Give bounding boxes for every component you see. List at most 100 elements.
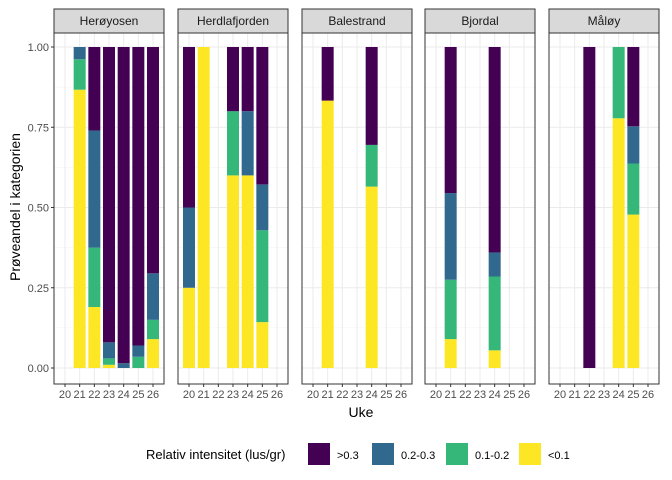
legend-title: Relativ intensitet (lus/gr) <box>146 447 285 462</box>
bar-segment-week25-03 <box>627 47 640 127</box>
x-tick-label: 25 <box>627 389 639 401</box>
bar-segment-week24-0203 <box>117 363 130 368</box>
facet-strip-label: Herdlafjorden <box>197 14 269 28</box>
x-tick-label: 22 <box>459 389 471 401</box>
bar-segment-week24-03 <box>117 47 130 364</box>
legend-label: >0.3 <box>337 450 359 462</box>
y-tick-label: 0.25 <box>28 283 49 295</box>
y-tick-label: 1.00 <box>28 42 49 54</box>
facet-strip-label: Bjordal <box>461 14 498 28</box>
legend-swatch <box>372 443 394 465</box>
bar-segment-week24-0102 <box>365 144 378 187</box>
x-tick-label: 20 <box>183 389 195 401</box>
bar-segment-week21-01 <box>321 100 334 369</box>
facet-strip <box>301 8 413 34</box>
x-tick-label: 22 <box>336 389 348 401</box>
panel-1: Herdlafjorden 20 21 22 23 24 25 26 <box>177 8 289 401</box>
x-tick-label: 23 <box>227 389 239 401</box>
bar-segment-week21-0203 <box>444 193 457 280</box>
bar-segment-week24-01 <box>488 350 501 368</box>
bar-segment-week20-01 <box>183 287 195 368</box>
bar-segment-week23-0102 <box>103 358 115 365</box>
x-tick-label: 22 <box>88 389 100 401</box>
x-tick-label: 26 <box>147 389 159 401</box>
bar-segment-week22-0102 <box>88 247 101 308</box>
legend-swatch <box>446 443 468 465</box>
y-tick-label: 0.00 <box>28 363 49 375</box>
x-axis-title: Uke <box>349 404 374 420</box>
bar-segment-week21-01 <box>444 339 457 368</box>
bar-segment-week25-03 <box>132 47 145 346</box>
legend-label: 0.1-0.2 <box>475 450 509 462</box>
x-tick-label: 25 <box>132 389 144 401</box>
x-tick-label: 23 <box>474 389 486 401</box>
x-tick-label: 24 <box>366 389 378 401</box>
x-tick-label: 21 <box>74 389 86 401</box>
x-tick-label: 23 <box>351 389 363 401</box>
bar-segment-week25-0203 <box>256 184 269 231</box>
x-tick-label: 25 <box>380 389 392 401</box>
x-tick-label: 26 <box>271 389 283 401</box>
x-tick-label: 20 <box>307 389 319 401</box>
panel-4: Måløy 20 21 22 23 24 25 26 <box>548 8 660 401</box>
bar-segment-week25-0102 <box>256 230 269 323</box>
bar-segment-week23-0102 <box>227 111 239 176</box>
bar-segment-week25-01 <box>256 322 269 368</box>
panel-2: Balestrand 20 21 22 23 24 25 26 <box>301 8 413 401</box>
x-tick-label: 22 <box>583 389 595 401</box>
legend-swatch <box>519 443 541 465</box>
bar-segment-week23-03 <box>227 47 239 112</box>
bar-segment-week26-0203 <box>147 273 159 320</box>
legend: Relativ intensitet (lus/gr) >0.3 0.2-0.3 0… <box>146 443 570 465</box>
legend-label: 0.2-0.3 <box>401 450 435 462</box>
bar-segment-week24-03 <box>365 47 378 145</box>
bar-segment-week21-03 <box>321 47 334 101</box>
x-tick-label: 26 <box>518 389 530 401</box>
x-tick-label: 21 <box>198 389 210 401</box>
y-tick-label: 0.50 <box>28 203 49 215</box>
panel-0: Herøyosen 20 21 22 23 24 25 26 <box>53 8 165 401</box>
x-tick-label: 23 <box>598 389 610 401</box>
x-tick-label: 25 <box>256 389 268 401</box>
x-tick-label: 22 <box>212 389 224 401</box>
bar-segment-week21-03 <box>444 47 457 194</box>
bar-segment-week24-03 <box>241 47 254 112</box>
x-tick-label: 24 <box>489 389 501 401</box>
x-tick-label: 21 <box>322 389 334 401</box>
bar-segment-week21-01 <box>197 47 210 368</box>
x-tick-label: 26 <box>395 389 407 401</box>
bar-segment-week23-01 <box>227 175 239 368</box>
x-tick-label: 20 <box>430 389 442 401</box>
bar-segment-week22-03 <box>88 47 101 131</box>
x-tick-label: 24 <box>118 389 130 401</box>
x-tick-label: 23 <box>103 389 115 401</box>
bar-segment-week24-0102 <box>612 47 625 119</box>
bar-segment-week21-01 <box>73 89 86 369</box>
bar-segment-week24-01 <box>365 186 378 368</box>
legend-label: <0.1 <box>548 450 570 462</box>
bar-segment-week23-01 <box>103 364 115 368</box>
legend-swatch <box>308 443 330 465</box>
bar-segment-week22-0203 <box>88 130 101 248</box>
x-tick-label: 25 <box>503 389 515 401</box>
facet-strip-label: Herøyosen <box>80 14 139 28</box>
bar-segment-week21-0102 <box>73 59 86 90</box>
x-tick-label: 24 <box>242 389 254 401</box>
bar-segment-week24-01 <box>612 118 625 369</box>
bar-segment-week23-03 <box>103 47 115 343</box>
bar-segment-week24-0102 <box>488 276 501 351</box>
bar-segment-week25-01 <box>627 214 640 368</box>
x-tick-label: 21 <box>569 389 581 401</box>
bar-segment-week23-0203 <box>103 342 115 359</box>
x-tick-label: 24 <box>613 389 625 401</box>
y-tick-label: 0.75 <box>28 122 49 134</box>
bar-segment-week25-0203 <box>627 126 640 164</box>
bar-segment-week24-0203 <box>241 111 254 176</box>
x-tick-label: 21 <box>445 389 457 401</box>
bar-segment-week21-0203 <box>73 47 86 60</box>
y-axis-title: Prøveandel i kategorien <box>7 133 23 281</box>
facet-strip-label: Balestrand <box>328 14 385 28</box>
bar-segment-week24-03 <box>488 47 501 253</box>
